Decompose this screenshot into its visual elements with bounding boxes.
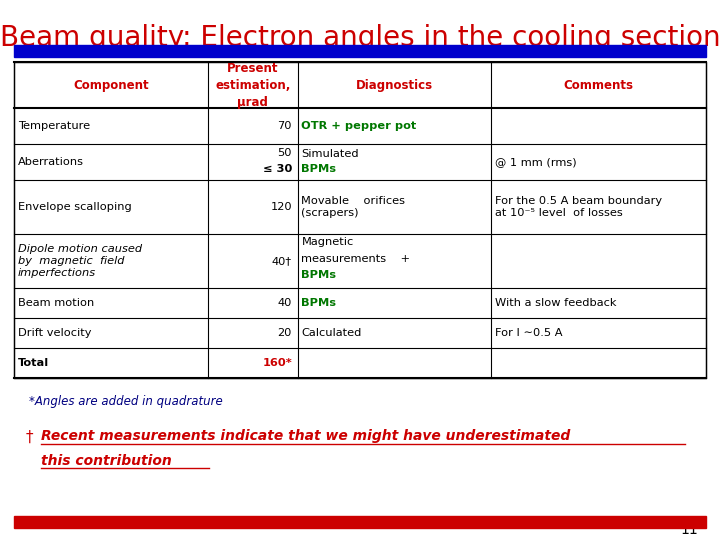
Text: measurements    +: measurements + — [302, 254, 410, 264]
Text: 40: 40 — [278, 298, 292, 308]
Text: @ 1 mm (rms): @ 1 mm (rms) — [495, 157, 577, 167]
Text: Movable    orifices
(scrapers): Movable orifices (scrapers) — [302, 196, 405, 218]
Text: OTR + pepper pot: OTR + pepper pot — [302, 121, 417, 131]
Text: Simulated: Simulated — [302, 149, 359, 159]
Text: 120: 120 — [271, 202, 292, 212]
Text: Component: Component — [73, 79, 149, 92]
Text: †: † — [25, 429, 32, 444]
Text: Drift velocity: Drift velocity — [18, 328, 91, 338]
Text: 160*: 160* — [262, 358, 292, 368]
Text: Comments: Comments — [564, 79, 634, 92]
Bar — [14, 45, 706, 57]
Text: Magnetic: Magnetic — [302, 237, 354, 247]
Text: 40†: 40† — [272, 256, 292, 266]
Text: this contribution: this contribution — [41, 454, 172, 468]
Text: Temperature: Temperature — [18, 121, 90, 131]
Text: Diagnostics: Diagnostics — [356, 79, 433, 92]
Bar — [14, 62, 706, 378]
Text: Total: Total — [18, 358, 49, 368]
Text: Beam motion: Beam motion — [18, 298, 94, 308]
Text: BPMs: BPMs — [302, 164, 336, 173]
Text: Recent measurements indicate that we might have underestimated: Recent measurements indicate that we mig… — [41, 429, 570, 443]
Text: 70: 70 — [277, 121, 292, 131]
Text: *Angles are added in quadrature: *Angles are added in quadrature — [29, 395, 222, 408]
Text: Calculated: Calculated — [302, 328, 361, 338]
Text: BPMs: BPMs — [302, 298, 336, 308]
Bar — [14, 516, 706, 528]
Text: Present
estimation,
μrad: Present estimation, μrad — [215, 62, 291, 109]
Text: For I ∼0.5 A: For I ∼0.5 A — [495, 328, 562, 338]
Text: 11: 11 — [680, 523, 698, 537]
Text: With a slow feedback: With a slow feedback — [495, 298, 616, 308]
Text: For the 0.5 A beam boundary
at 10⁻⁵ level  of losses: For the 0.5 A beam boundary at 10⁻⁵ leve… — [495, 196, 662, 218]
Text: BPMs: BPMs — [302, 270, 336, 280]
Text: 20: 20 — [278, 328, 292, 338]
Text: ≤ 30: ≤ 30 — [263, 164, 292, 174]
Text: 50: 50 — [277, 148, 292, 158]
Text: Dipole motion caused
by  magnetic  field
imperfections: Dipole motion caused by magnetic field i… — [18, 244, 142, 279]
Text: Aberrations: Aberrations — [18, 157, 84, 167]
Text: Beam quality: Electron angles in the cooling section: Beam quality: Electron angles in the coo… — [0, 24, 720, 52]
Text: Envelope scalloping: Envelope scalloping — [18, 202, 132, 212]
